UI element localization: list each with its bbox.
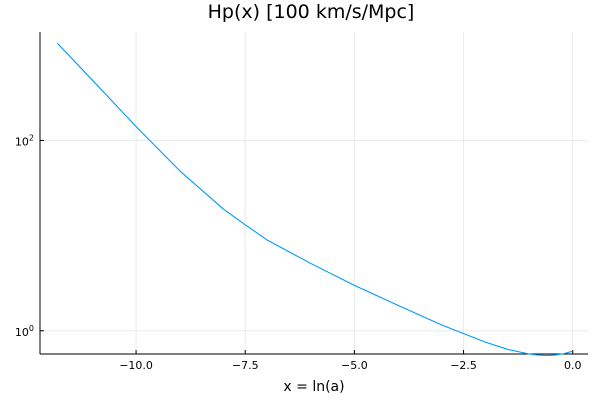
series-line [57, 42, 573, 356]
x-tick-label: −2.5 [450, 359, 477, 372]
y-tick-label: 102 [15, 133, 34, 148]
y-axis-ticks: 100 102 [15, 133, 44, 339]
x-tick-label: −7.5 [232, 359, 259, 372]
axes [39, 32, 588, 355]
x-axis-label: x = ln(a) [283, 379, 344, 395]
x-tick-label: 0.0 [564, 359, 582, 372]
grid-lines [40, 32, 588, 354]
x-tick-label: −5.0 [341, 359, 368, 372]
chart-title: Hp(x) [100 km/s/Mpc] [208, 1, 415, 23]
y-tick-label: 100 [15, 324, 34, 339]
plot-area [57, 42, 573, 356]
x-tick-label: −10.0 [119, 359, 153, 372]
x-axis-ticks: −10.0 −7.5 −5.0 −2.5 0.0 [119, 350, 581, 372]
